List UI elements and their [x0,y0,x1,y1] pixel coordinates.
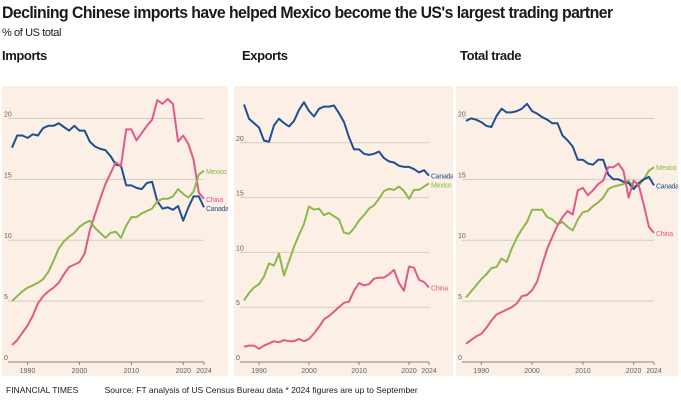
series-label-mexico: Mexico [431,183,452,190]
x-tick-label: 2024 [421,368,437,375]
x-tick-label: 2024 [196,368,212,375]
exports-chart: 0 5 10 15 20 1990 2000 2010 2020 2024 Canada Mexico… [234,86,453,376]
series-label-canada: Canada [206,206,228,213]
series-line-china [11,98,205,346]
panel-title-total-trade: Total trade [460,48,522,63]
y-tick-label: 10 [4,233,12,240]
plot-background [456,86,678,376]
x-tick-label: 2010 [351,368,367,375]
y-tick-label: 15 [236,191,244,198]
x-tick-label: 2020 [175,368,191,375]
y-tick-label: 10 [236,245,244,252]
x-tick-label: 2020 [401,368,417,375]
chart-title: Declining Chinese imports have helped Me… [2,3,613,22]
y-tick-label: 0 [458,355,462,362]
y-tick-label: 0 [4,355,8,362]
series-label-china: China [656,231,673,238]
total-trade-chart: 0 5 10 15 20 1990 2000 2010 2020 2024 Mexico Canada… [456,86,678,376]
panel-title-imports: Imports [2,48,47,63]
x-tick-label: 1990 [473,368,489,375]
x-tick-label: 2010 [575,368,591,375]
y-tick-label: 15 [458,172,466,179]
series-line-mexico [243,182,430,302]
footer-source: Source: FT analysis of US Census Bureau … [104,385,418,395]
series-line-china [243,265,430,350]
series-line-canada [11,122,205,222]
imports-chart: 0 5 10 15 20 1990 2000 2010 2020 2024 Canada China M… [2,86,228,376]
x-tick-label: 2024 [646,368,662,375]
y-tick-label: 5 [458,294,462,301]
x-tick-label: 2010 [124,368,140,375]
footer: FINANCIAL TIMES Source: FT analysis of U… [6,385,442,395]
series-label-mexico: Mexico [656,165,677,172]
chart-subtitle: % of US total [2,27,61,39]
y-tick-label: 0 [236,355,240,362]
series-label-canada: Canada [656,183,678,190]
y-tick-label: 15 [4,172,12,179]
series-line-canada [243,101,430,177]
y-tick-label: 20 [236,136,244,143]
x-tick-label: 2000 [301,368,317,375]
y-tick-label: 10 [458,233,466,240]
series-line-canada [465,102,655,191]
footer-brand: FINANCIAL TIMES [6,385,79,395]
y-tick-label: 20 [458,111,466,118]
x-tick-label: 2000 [524,368,540,375]
x-tick-label: 1990 [251,368,267,375]
series-label-china: China [206,197,223,204]
x-tick-label: 2000 [72,368,88,375]
y-tick-label: 5 [4,294,8,301]
panel-title-exports: Exports [242,48,288,63]
series-line-china [465,162,655,345]
series-label-china: China [431,285,448,292]
y-tick-label: 20 [4,111,12,118]
series-label-mexico: Mexico [206,169,227,176]
x-tick-label: 1990 [20,368,36,375]
y-tick-label: 5 [236,300,240,307]
series-line-mexico [11,169,205,302]
x-tick-label: 2020 [626,368,642,375]
series-label-canada: Canada [431,174,453,181]
